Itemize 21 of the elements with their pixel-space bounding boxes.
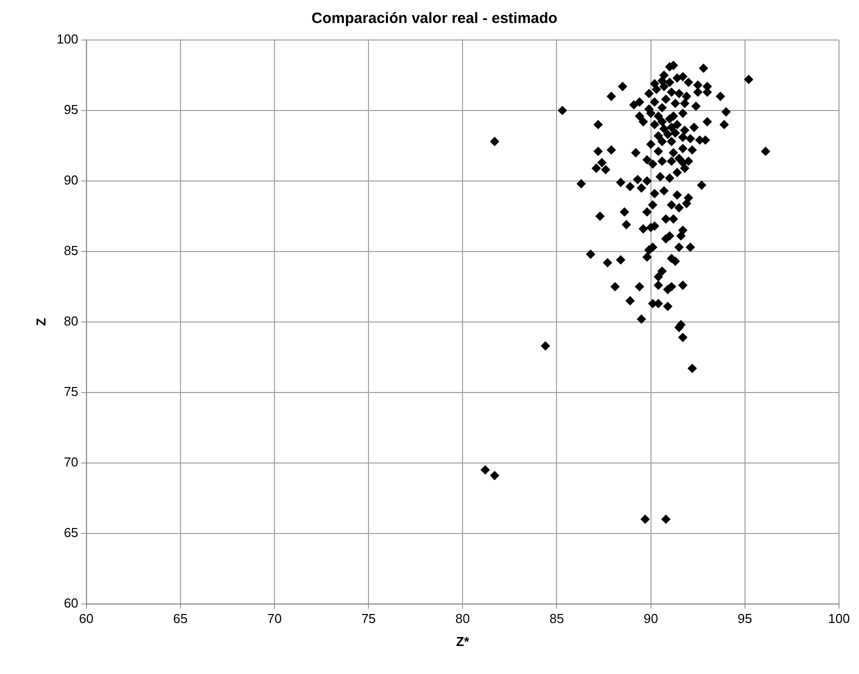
y-tick-label: 65 [64,524,78,540]
y-tick-label: 80 [64,313,78,328]
y-tick-label: 60 [64,595,78,610]
x-axis-title: Z* [456,634,470,649]
y-tick-label: 95 [64,102,78,118]
chart-title: Comparación valor real - estimado [312,10,558,28]
y-tick-label: 75 [64,384,78,399]
y-tick-label: 70 [64,454,78,470]
y-tick-label: 85 [64,243,78,258]
y-axis-title: Z [33,318,48,326]
x-tick-label: 90 [644,611,658,626]
y-tick-label: 100 [56,32,78,47]
x-tick-label: 70 [267,611,282,626]
x-tick-label: 65 [173,611,188,626]
x-tick-label: 80 [455,611,470,626]
x-tick-label: 95 [738,611,752,626]
x-tick-label: 100 [828,611,850,626]
y-tick-label: 90 [64,172,78,188]
x-tick-label: 75 [361,611,376,626]
x-tick-label: 60 [79,611,94,626]
x-tick-label: 85 [550,611,564,626]
